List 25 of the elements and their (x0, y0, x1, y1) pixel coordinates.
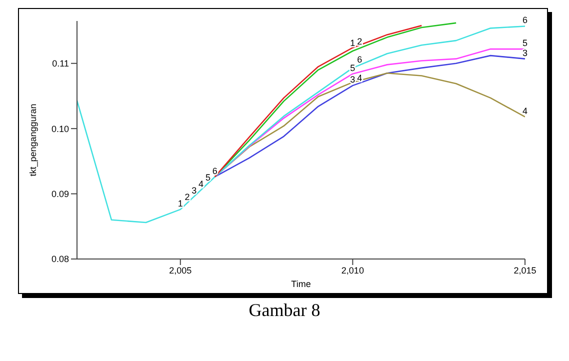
annotation: 6 (212, 166, 218, 176)
annotation: 4 (198, 178, 204, 189)
annotation: 5 (522, 38, 528, 48)
annotation: 6 (357, 54, 362, 64)
annotation: 2 (184, 192, 190, 202)
annotation: 1 (350, 38, 356, 48)
x-tick-label: 2,015 (514, 265, 536, 276)
annotation: 5 (205, 172, 210, 182)
annotation: 4 (522, 106, 528, 116)
x-tick-label: 2,010 (341, 265, 364, 276)
x-tick-label: 2,005 (169, 265, 192, 276)
text: Gambar 8 (248, 300, 322, 321)
y-tick-label: 0.09 (51, 188, 69, 199)
y-axis-title: tkt_pengangguran (28, 104, 38, 176)
annotation: 6 (522, 15, 528, 26)
y-tick-label: 0.11 (52, 58, 69, 69)
annotation: 3 (192, 185, 197, 196)
y-tick-label: 0.10 (51, 124, 69, 134)
annotation: 2 (357, 36, 362, 47)
annotation: 3 (522, 48, 528, 58)
y-tick-label: 0.08 (51, 254, 69, 264)
annotation: 1 (178, 198, 183, 208)
x-axis-title: Time (291, 279, 311, 289)
annotation: 3 (350, 74, 356, 85)
line-series (214, 24, 422, 178)
